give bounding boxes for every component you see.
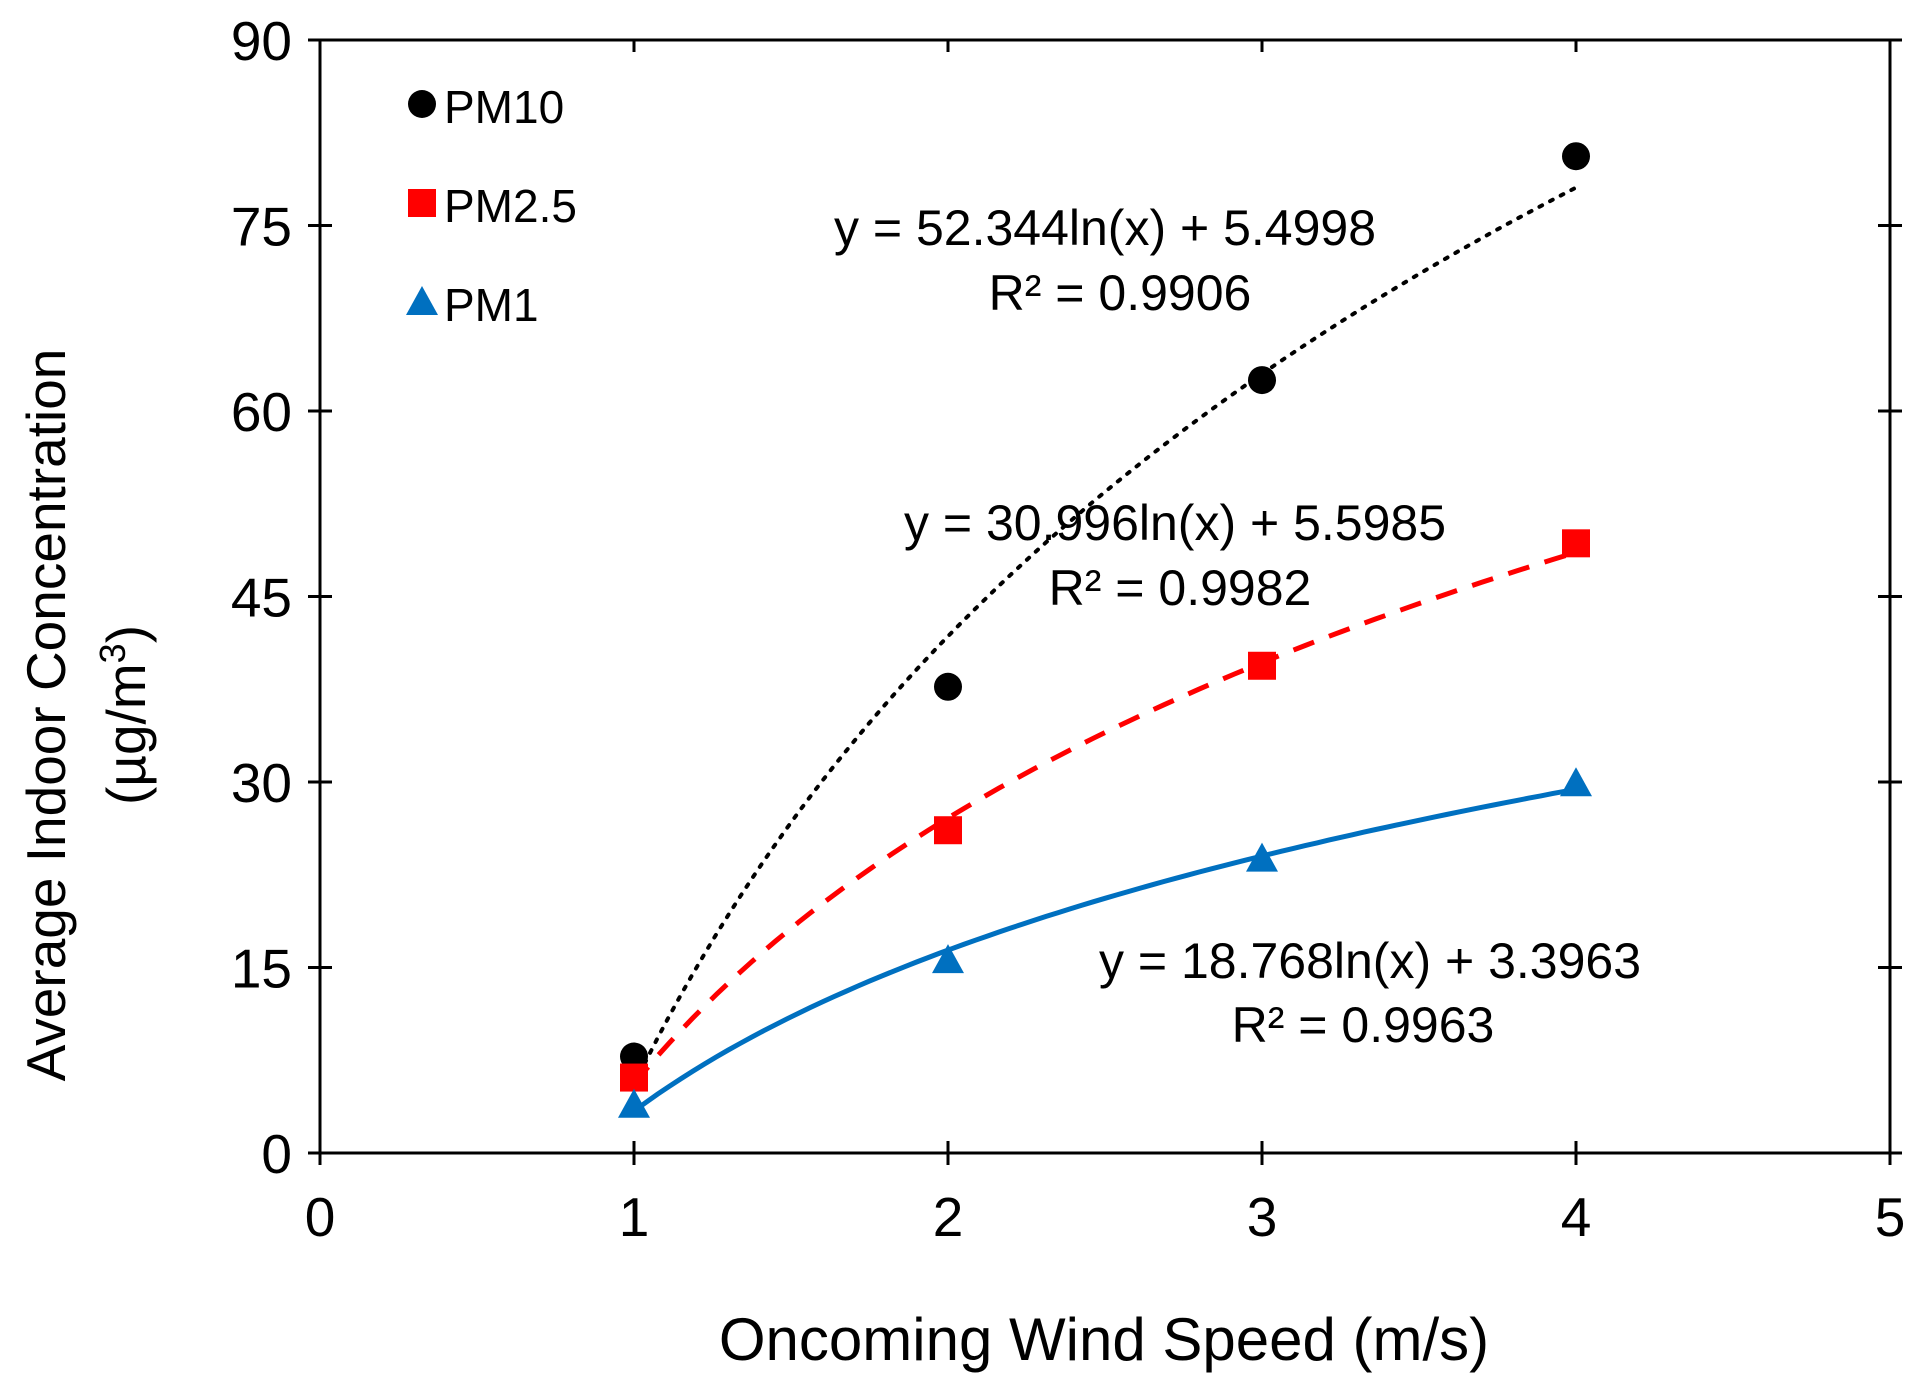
legend: PM10 PM2.5 PM1 <box>406 81 577 331</box>
legend-marker-pm1 <box>406 286 438 315</box>
data-point-pm25 <box>934 816 962 845</box>
data-point-pm10 <box>934 672 962 701</box>
equation-pm10: y = 52.344ln(x) + 5.4998 <box>834 200 1376 256</box>
y-axis-label-line1: Average Indoor Concentration <box>15 349 77 1082</box>
data-point-pm25 <box>620 1063 648 1092</box>
x-tick-label: 0 <box>305 1186 336 1248</box>
data-point-pm1 <box>1246 842 1278 872</box>
trendlines <box>632 185 1578 1114</box>
y-tick-label: 30 <box>231 752 292 814</box>
data-point-pm25 <box>1562 529 1590 558</box>
y-axis-label: Average Indoor Concentration (µg/m3) <box>15 349 157 1082</box>
data-point-pm1 <box>1560 767 1592 797</box>
y-tick-label: 75 <box>231 196 292 258</box>
legend-label-pm10: PM10 <box>444 81 564 133</box>
data-point-pm1 <box>932 944 964 974</box>
y-axis-label-line2: (µg/m3) <box>92 625 158 805</box>
r-squared-pm25: R² = 0.9982 <box>1049 560 1312 616</box>
y-tick-label: 0 <box>261 1123 292 1185</box>
legend-marker-pm25 <box>408 189 436 217</box>
equation-pm25: y = 30.996ln(x) + 5.5985 <box>904 495 1446 551</box>
y-axis-unit-prefix: (µg/m <box>95 663 157 805</box>
x-axis-label: Oncoming Wind Speed (m/s) <box>719 1306 1489 1373</box>
y-axis-unit-superscript: 3 <box>92 643 133 663</box>
y-tick-label: 45 <box>231 567 292 629</box>
data-point-pm25 <box>1248 651 1276 680</box>
y-tick-label: 90 <box>231 10 292 72</box>
data-point-pm10 <box>1562 142 1590 171</box>
data-point-pm10 <box>1248 366 1276 395</box>
x-tick-label: 5 <box>1875 1186 1906 1248</box>
y-axis-unit-suffix: ) <box>95 625 157 643</box>
r-squared-pm10: R² = 0.9906 <box>989 265 1252 321</box>
trendline-pm1 <box>632 786 1577 1114</box>
y-tick-label: 60 <box>231 381 292 443</box>
legend-label-pm25: PM2.5 <box>444 180 577 232</box>
x-tick-label: 4 <box>1561 1186 1592 1248</box>
annotations: y = 52.344ln(x) + 5.4998 R² = 0.9906 y = 3… <box>834 200 1641 1053</box>
trendline-pm25 <box>632 550 1577 1086</box>
legend-label-pm1: PM1 <box>444 279 539 331</box>
r-squared-pm1: R² = 0.9963 <box>1232 997 1495 1053</box>
x-tick-label: 1 <box>619 1186 650 1248</box>
markers <box>618 142 1592 1118</box>
x-tick-label: 3 <box>1247 1186 1278 1248</box>
data-point-pm10 <box>620 1042 648 1071</box>
y-tick-label: 15 <box>231 938 292 1000</box>
legend-marker-pm10 <box>408 90 436 118</box>
data-point-pm1 <box>618 1088 650 1118</box>
x-tick-label: 2 <box>933 1186 964 1248</box>
equation-pm1: y = 18.768ln(x) + 3.3963 <box>1099 933 1641 989</box>
